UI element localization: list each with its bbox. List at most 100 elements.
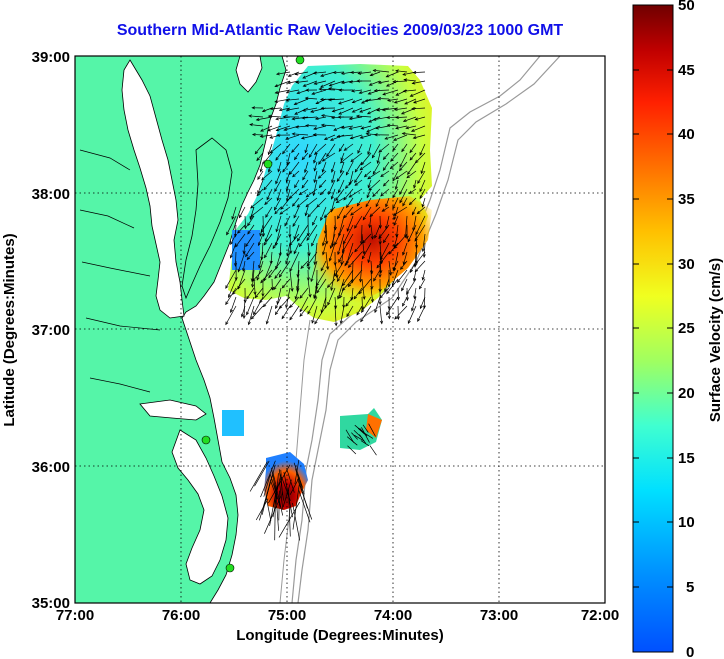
- velocity-arrow: [252, 134, 264, 136]
- velocity-arrow: [415, 152, 426, 164]
- velocity-arrow-head: [274, 84, 279, 88]
- velocity-arrow: [270, 251, 273, 264]
- velocity-arrow: [324, 215, 327, 234]
- velocity-arrow: [330, 269, 336, 291]
- velocity-arrow: [395, 170, 408, 180]
- station-marker: [263, 159, 273, 169]
- velocity-arrow: [294, 179, 300, 188]
- velocity-arrow-head: [330, 195, 334, 200]
- velocity-arrow: [359, 428, 368, 437]
- velocity-arrow: [360, 305, 372, 322]
- velocity-arrow-head: [347, 264, 352, 269]
- velocity-arrow-head: [293, 214, 297, 219]
- velocity-arrow-head: [225, 301, 229, 306]
- velocity-arrow-head: [388, 271, 393, 276]
- velocity-arrow: [345, 179, 354, 189]
- velocity-arrow: [351, 260, 354, 283]
- velocity-arrow-head: [337, 251, 341, 256]
- velocity-arrow: [330, 233, 336, 249]
- velocity-arrow-head: [378, 301, 382, 306]
- velocity-arrow-head: [399, 191, 403, 196]
- velocity-arrow-head: [296, 204, 301, 208]
- velocity-arrow-head: [237, 268, 241, 273]
- velocity-arrow: [320, 98, 336, 100]
- velocity-arrow-head: [237, 285, 241, 290]
- velocity-arrow: [402, 197, 408, 206]
- velocity-arrow: [289, 188, 300, 199]
- velocity-arrow: [359, 434, 367, 444]
- velocity-arrow-head: [291, 149, 295, 154]
- velocity-arrow-head: [318, 161, 322, 165]
- velocity-arrow: [279, 206, 291, 215]
- velocity-arrow: [361, 296, 363, 310]
- velocity-arrow-head: [348, 126, 353, 130]
- velocity-arrow-head: [313, 81, 318, 85]
- velocity-arrow: [316, 197, 327, 208]
- velocity-arrow: [367, 170, 381, 180]
- velocity-arrow-head: [344, 262, 348, 267]
- velocity-arrow-head: [414, 244, 419, 249]
- velocity-arrow: [319, 88, 336, 91]
- velocity-arrow: [281, 305, 291, 319]
- velocity-arrow-head: [393, 100, 398, 104]
- velocity-arrow: [285, 251, 291, 264]
- velocity-arrow-head: [247, 222, 251, 227]
- velocity-arrow-head: [360, 126, 365, 130]
- velocity-arrow-head: [282, 168, 286, 173]
- velocity-arrow-head: [259, 233, 263, 237]
- velocity-arrow: [351, 89, 363, 92]
- velocity-arrow: [268, 143, 273, 155]
- velocity-arrow: [392, 260, 399, 271]
- velocity-arrow: [230, 296, 237, 313]
- velocity-arrow: [275, 89, 291, 94]
- velocity-arrow-head: [264, 254, 268, 259]
- velocity-arrow-head: [260, 279, 264, 284]
- velocity-arrow-head: [378, 149, 383, 153]
- velocity-arrow-head: [412, 277, 416, 282]
- velocity-arrow-head: [277, 168, 281, 173]
- velocity-arrow: [413, 179, 417, 189]
- velocity-arrow-head: [292, 173, 296, 178]
- velocity-arrow-head: [409, 149, 413, 154]
- velocity-arrow: [306, 251, 318, 267]
- velocity-arrow-head: [333, 127, 337, 131]
- velocity-arrow: [340, 161, 345, 173]
- velocity-arrow: [385, 197, 390, 207]
- velocity-arrow-head: [341, 80, 345, 85]
- velocity-arrow: [261, 481, 271, 515]
- velocity-arrow-head: [294, 125, 299, 129]
- velocity-arrow: [282, 278, 291, 289]
- velocity-arrow: [412, 206, 417, 215]
- velocity-arrow-head: [280, 206, 284, 210]
- velocity-arrow-head: [360, 306, 365, 311]
- velocity-arrow: [419, 278, 426, 289]
- velocity-arrow-head: [343, 196, 347, 201]
- velocity-arrow: [251, 260, 255, 282]
- velocity-arrow-head: [254, 294, 259, 299]
- velocity-arrow: [287, 80, 300, 84]
- velocity-arrow: [327, 278, 336, 288]
- velocity-arrow: [354, 215, 363, 229]
- velocity-arrow-head: [306, 263, 310, 267]
- velocity-arrow-head: [413, 100, 417, 104]
- velocity-arrow-head: [402, 72, 406, 76]
- velocity-arrow: [380, 170, 390, 177]
- velocity-arrow: [274, 206, 282, 215]
- velocity-arrow-head: [370, 285, 374, 290]
- velocity-arrow: [334, 296, 337, 309]
- colorbar-tick-label: 20: [678, 385, 695, 402]
- velocity-arrow: [347, 445, 357, 455]
- velocity-arrow: [422, 197, 426, 207]
- velocity-arrow-head: [306, 232, 310, 237]
- velocity-arrow: [286, 98, 300, 101]
- velocity-arrow: [249, 124, 264, 127]
- velocity-arrow: [264, 242, 273, 258]
- velocity-arrow-head: [422, 305, 427, 310]
- velocity-arrow: [276, 125, 291, 131]
- velocity-arrow-head: [321, 242, 326, 247]
- velocity-arrow: [399, 152, 408, 168]
- velocity-arrow-head: [360, 100, 365, 104]
- velocity-arrow: [374, 224, 381, 239]
- velocity-arrow-head: [401, 132, 406, 136]
- velocity-arrow-head: [387, 284, 391, 288]
